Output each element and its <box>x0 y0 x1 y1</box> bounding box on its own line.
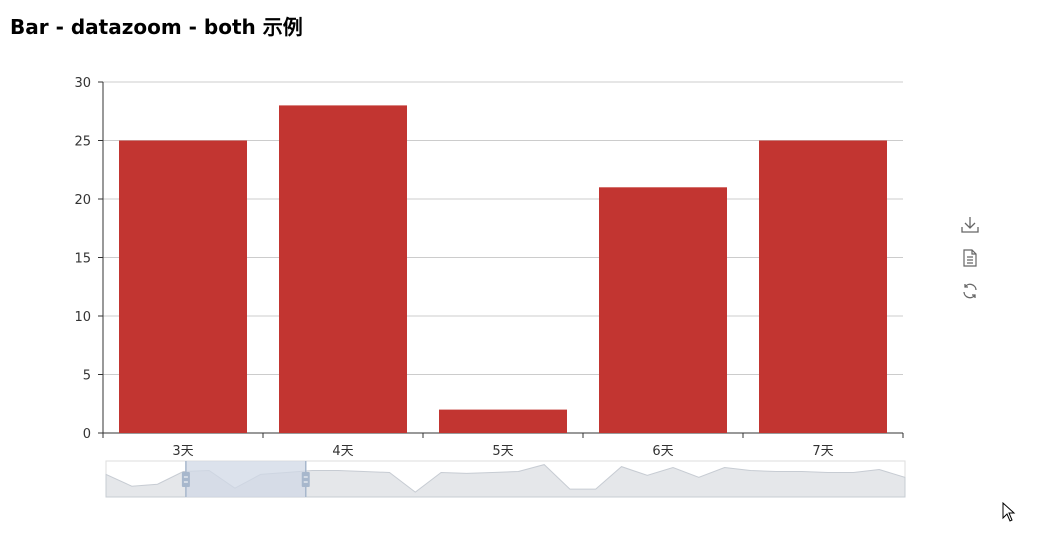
bar[interactable] <box>759 140 887 434</box>
chart-title: Bar - datazoom - both 示例 <box>10 15 303 39</box>
bar[interactable] <box>439 409 567 433</box>
x-tick-label: 3天 <box>172 444 193 459</box>
y-tick-label: 0 <box>83 427 91 442</box>
restore-icon[interactable] <box>958 279 982 303</box>
datazoom-selected-range[interactable] <box>185 461 306 497</box>
bar[interactable] <box>119 140 247 434</box>
x-tick-label: 7天 <box>812 444 833 459</box>
bar[interactable] <box>599 187 727 433</box>
y-tick-label: 30 <box>74 76 91 91</box>
x-tick-label: 4天 <box>332 444 353 459</box>
y-tick-label: 15 <box>74 252 91 267</box>
x-tick-label: 5天 <box>492 444 513 459</box>
x-tick-label: 6天 <box>652 444 673 459</box>
y-tick-label: 20 <box>74 193 91 208</box>
datazoom-right-handle[interactable] <box>301 472 310 487</box>
mouse-cursor-icon <box>1002 501 1018 529</box>
data-view-icon[interactable] <box>958 246 982 270</box>
y-tick-label: 10 <box>74 310 91 325</box>
y-tick-label: 25 <box>74 135 91 150</box>
save-image-icon[interactable] <box>958 213 982 237</box>
bar[interactable] <box>279 105 407 434</box>
y-tick-label: 5 <box>83 369 91 384</box>
datazoom-left-handle[interactable] <box>181 472 190 487</box>
